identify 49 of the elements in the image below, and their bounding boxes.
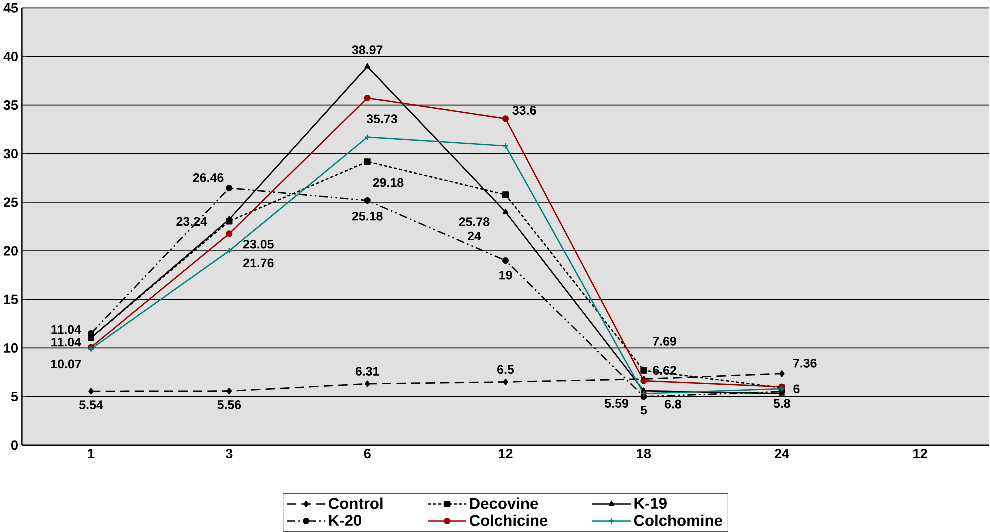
legend-label: Colchomine	[634, 514, 722, 526]
data-label: 6.8	[664, 400, 682, 409]
data-label: 5	[640, 406, 648, 415]
x-tick-label: 12	[914, 449, 928, 458]
data-label: 5.59	[605, 399, 628, 408]
data-label: 29.18	[373, 178, 404, 188]
legend-label: Decovine	[470, 498, 538, 510]
y-tick-label: 5	[11, 392, 18, 402]
data-label: 5.56	[218, 400, 242, 410]
legend-label: Colchicine	[470, 514, 548, 526]
data-label: 6.5	[498, 365, 514, 374]
data-label: 19	[500, 270, 512, 280]
data-label: 24	[468, 232, 482, 241]
x-tick-label: 12	[499, 449, 513, 458]
y-tick-label: 40	[4, 52, 18, 62]
data-label: 23.24	[176, 217, 208, 226]
data-label: 5.8	[774, 399, 790, 408]
data-label: 10.07	[51, 360, 82, 369]
y-tick-label: 30	[4, 149, 18, 159]
x-tick-label: 6	[364, 449, 371, 459]
data-label: 6	[794, 384, 800, 394]
data-label: 11.04	[52, 338, 82, 347]
x-tick-label: 1	[88, 449, 95, 458]
y-tick-label: 10	[4, 343, 18, 353]
data-label: 6.31	[356, 367, 380, 376]
data-label: 33.6	[512, 106, 536, 115]
y-tick-label: 35	[4, 100, 18, 110]
x-tick-label: 24	[775, 449, 790, 458]
data-label: 21.76	[243, 258, 274, 268]
legend-label: K-20	[329, 515, 362, 526]
data-label: 23.05	[243, 240, 274, 249]
data-label: 7.36	[793, 358, 817, 368]
data-label: 38.97	[352, 46, 383, 54]
y-tick-label: 0	[12, 440, 18, 450]
x-tick-label: 3	[226, 449, 233, 459]
data-label: 26.46	[193, 173, 224, 182]
data-label: 7.69	[653, 337, 676, 346]
y-tick-label: 45	[4, 3, 18, 13]
y-tick-label: 20	[4, 246, 18, 256]
data-label: 5.54	[80, 400, 104, 410]
y-tick-label: 15	[4, 294, 18, 304]
y-tick-label: 25	[4, 198, 18, 208]
data-label: 11.04	[52, 325, 82, 334]
legend-label: K-19	[634, 498, 667, 510]
data-label: 35.73	[366, 114, 398, 124]
x-tick-label: 18	[637, 449, 652, 459]
data-label: 25.18	[352, 212, 383, 221]
legend-label: Control	[329, 498, 383, 510]
data-label: 25.78	[459, 218, 490, 226]
